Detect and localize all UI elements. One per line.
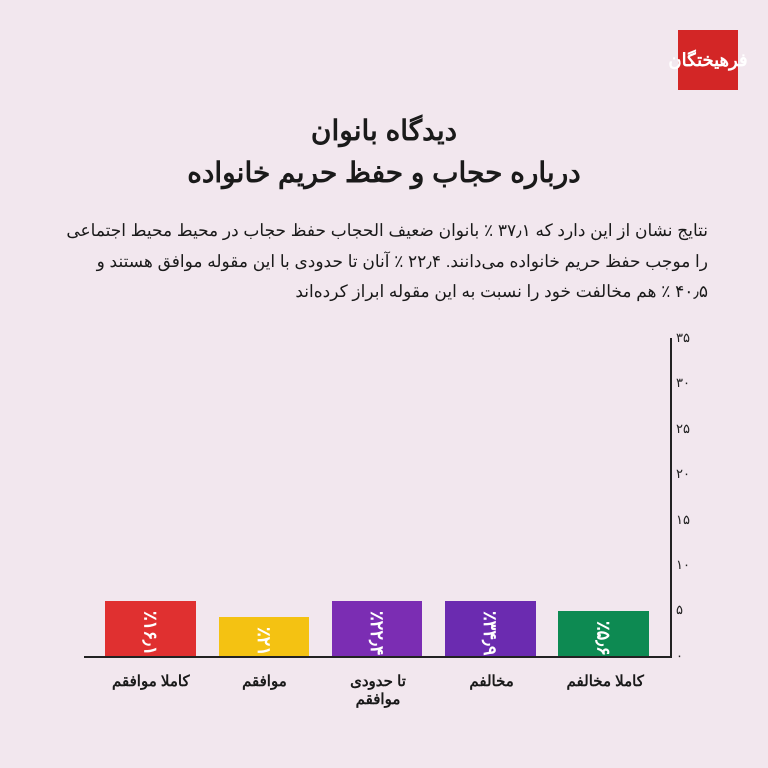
main-content: دیدگاه بانوان درباره حجاب و حفظ حریم خان… xyxy=(0,0,768,738)
title-line-1: دیدگاه بانوان xyxy=(311,115,457,146)
y-tick-label: ۱۵ xyxy=(676,512,706,528)
y-tick-label: ۵ xyxy=(676,602,706,618)
y-tick-label: ۳۰ xyxy=(676,375,706,391)
bar-value-label: ٪۵٫۶ xyxy=(592,611,614,656)
bar-value-label: ٪۲۲٫۴ xyxy=(366,601,388,656)
bar-wrap: ٪۱۶٫۱ xyxy=(105,601,196,656)
x-axis-category-label: مخالفم xyxy=(446,664,537,698)
y-tick-label: ۱۰ xyxy=(676,557,706,573)
bar-value-label: ٪۱۶٫۱ xyxy=(140,601,162,656)
bar: ٪۵٫۶ xyxy=(558,611,649,656)
x-axis-category-label: موافقم xyxy=(219,664,310,698)
bar-wrap: ٪۲۱ xyxy=(219,617,310,656)
bar-value-label: ٪۲۱ xyxy=(253,617,275,656)
bar-wrap: ٪۲۲٫۴ xyxy=(332,601,423,656)
bar-chart: ۰۵۱۰۱۵۲۰۲۵۳۰۳۵ ٪۱۶٫۱٪۲۱٪۲۲٫۴٪۳۴٫۹٪۵٫۶ کا… xyxy=(60,338,708,698)
brand-logo: فرهیختگان xyxy=(678,30,738,90)
bars-container: ٪۱۶٫۱ ٪۲۱ ٪۲۲٫۴ ٪۳۴٫۹ ٪۵٫۶ xyxy=(84,338,670,656)
x-axis-labels: کاملا موافقم موافقم تا حدودی موافقم مخالفم ک… xyxy=(84,664,672,698)
chart-plot-area: ۰۵۱۰۱۵۲۰۲۵۳۰۳۵ ٪۱۶٫۱٪۲۱٪۲۲٫۴٪۳۴٫۹٪۵٫۶ xyxy=(84,338,672,658)
bar: ٪۳۴٫۹ xyxy=(445,601,536,656)
bar: ٪۲۲٫۴ xyxy=(332,601,423,656)
y-tick-label: ۰ xyxy=(676,648,706,664)
description-text: نتایج نشان از این دارد که ۳۷٫۱ ٪ بانوان … xyxy=(60,216,708,308)
x-axis-category-label: کاملا مخالفم xyxy=(560,664,651,698)
title-line-2: درباره حجاب و حفظ حریم خانواده xyxy=(187,157,580,188)
y-tick-label: ۳۵ xyxy=(676,330,706,346)
bar-wrap: ٪۳۴٫۹ xyxy=(445,601,536,656)
y-tick-label: ۲۰ xyxy=(676,466,706,482)
bar: ٪۱۶٫۱ xyxy=(105,601,196,656)
x-axis-category-label: کاملا موافقم xyxy=(105,664,196,698)
bar: ٪۲۱ xyxy=(219,617,310,656)
bar-value-label: ٪۳۴٫۹ xyxy=(479,601,501,656)
y-tick-label: ۲۵ xyxy=(676,421,706,437)
page-title: دیدگاه بانوان درباره حجاب و حفظ حریم خان… xyxy=(60,110,708,194)
x-axis-category-label: تا حدودی موافقم xyxy=(333,664,424,698)
bar-wrap: ٪۵٫۶ xyxy=(558,611,649,656)
brand-logo-text: فرهیختگان xyxy=(668,50,747,71)
